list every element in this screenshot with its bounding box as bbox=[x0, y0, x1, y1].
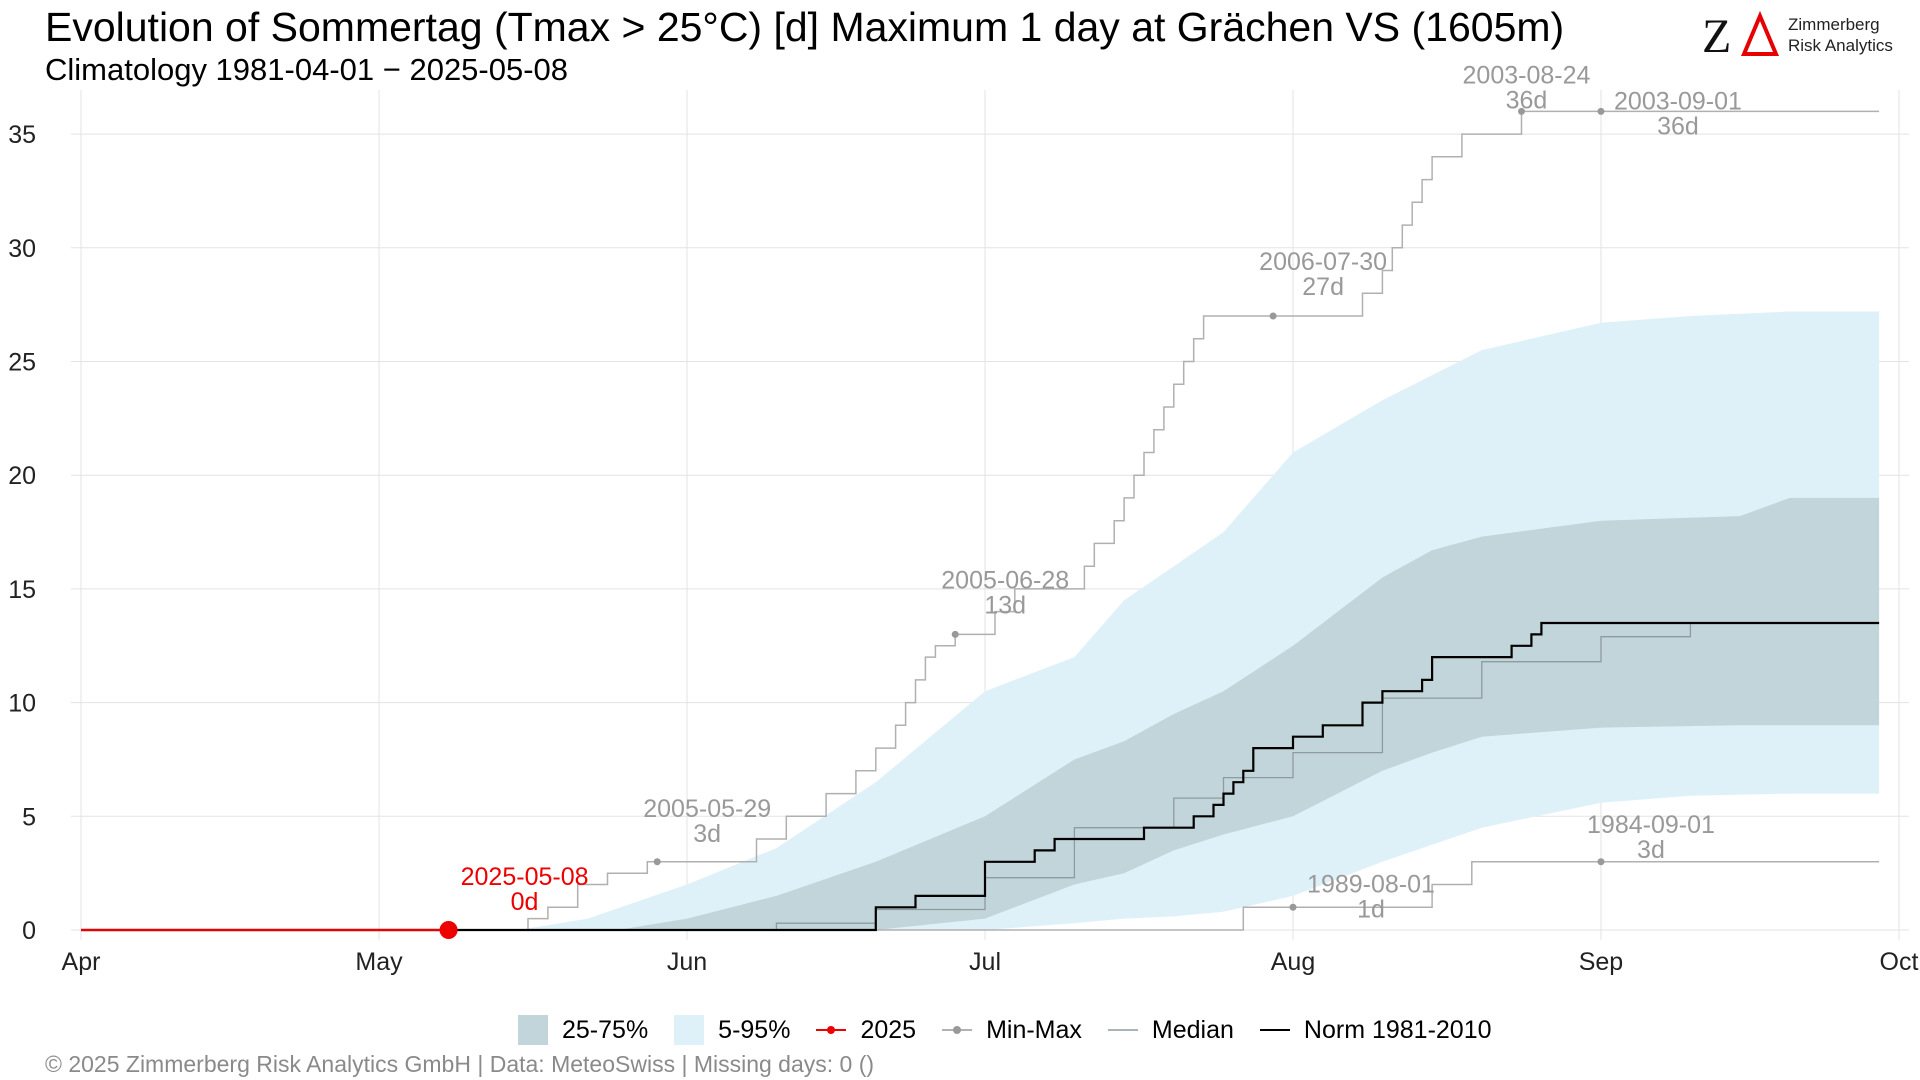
y-tick-label: 25 bbox=[8, 349, 36, 377]
legend-item-norm: Norm 1981-2010 bbox=[1259, 1015, 1492, 1045]
annotation-value: 3d bbox=[693, 820, 721, 848]
logo-delta-icon bbox=[1740, 10, 1780, 56]
legend-label-norm: Norm 1981-2010 bbox=[1303, 1015, 1492, 1044]
x-tick-label: May bbox=[355, 948, 403, 976]
band-25-75 bbox=[617, 497, 1880, 930]
chart-legend: 25-75% 5-95% 2025 Min-Max Median Norm 19… bbox=[518, 1013, 1518, 1047]
logo-mark-icon: Z bbox=[1702, 10, 1780, 60]
annotation-value: 13d bbox=[984, 591, 1026, 619]
annotation-value: 0d bbox=[511, 888, 539, 916]
y-tick-label: 20 bbox=[8, 462, 36, 490]
minmax-point bbox=[1597, 107, 1605, 115]
logo-line1: Zimmerberg bbox=[1788, 15, 1880, 34]
y-tick-label: 15 bbox=[8, 576, 36, 604]
current-2025-point bbox=[439, 921, 458, 939]
legend-key-25-75 bbox=[518, 1015, 548, 1045]
legend-label-median: Median bbox=[1151, 1015, 1234, 1044]
annotation-date: 2005-05-29 bbox=[643, 795, 771, 823]
norm-line bbox=[81, 621, 1880, 932]
y-tick-label: 35 bbox=[8, 121, 36, 149]
x-tick-label: Oct bbox=[1880, 948, 1919, 976]
minmax-max-line bbox=[81, 110, 1880, 931]
legend-label-2025: 2025 bbox=[860, 1015, 917, 1044]
x-tick-label: Aug bbox=[1271, 948, 1315, 976]
y-tick-label: 10 bbox=[8, 690, 36, 718]
minmax-point bbox=[1517, 107, 1525, 115]
legend-key-minmax-point bbox=[953, 1026, 962, 1034]
annotation-date: 2003-08-24 bbox=[1463, 61, 1591, 89]
annotation-date: 2006-07-30 bbox=[1259, 248, 1387, 276]
logo-mark-z: Z bbox=[1702, 10, 1731, 60]
minmax-point bbox=[653, 858, 661, 866]
legend-label-minmax: Min-Max bbox=[986, 1015, 1082, 1044]
annotation-value: 27d bbox=[1302, 273, 1344, 301]
legend-item-median: Median bbox=[1107, 1015, 1234, 1045]
legend-key-2025-point bbox=[827, 1026, 836, 1034]
y-tick-label: 30 bbox=[8, 235, 36, 263]
legend-item-25-75: 25-75% bbox=[518, 1015, 648, 1045]
x-tick-label: Jul bbox=[969, 948, 1001, 976]
annotation-date: 1984-09-01 bbox=[1587, 811, 1715, 839]
legend-label-5-95: 5-95% bbox=[718, 1015, 791, 1044]
annotation-date: 1989-08-01 bbox=[1307, 870, 1435, 898]
chart-title: Evolution of Sommertag (Tmax > 25°C) [d]… bbox=[45, 4, 1565, 50]
minmax-point bbox=[951, 630, 959, 638]
legend-key-5-95 bbox=[674, 1015, 705, 1045]
annotation-date: 2025-05-08 bbox=[461, 863, 589, 891]
legend-key-minmax bbox=[942, 1026, 973, 1034]
logo-line2: Risk Analytics bbox=[1788, 36, 1893, 55]
annotation-value: 3d bbox=[1637, 836, 1665, 864]
annotation-value: 36d bbox=[1506, 86, 1548, 114]
legend-item-2025: 2025 bbox=[816, 1015, 916, 1045]
logo-text: Zimmerberg Risk Analytics bbox=[1788, 14, 1893, 56]
legend-label-25-75: 25-75% bbox=[562, 1015, 649, 1044]
chart-plot: 0 5 10 15 20 25 30 35 Apr May Jun Jul Aug Sep Oct 2025-… bbox=[8, 61, 1919, 976]
legend-key-norm bbox=[1259, 1029, 1290, 1031]
legend-item-minmax: Min-Max bbox=[942, 1015, 1082, 1045]
annotation-value: 1d bbox=[1357, 895, 1385, 923]
company-logo: Z Zimmerberg Risk Analytics bbox=[1700, 10, 1910, 60]
legend-item-5-95: 5-95% bbox=[674, 1015, 790, 1045]
y-tick-label: 0 bbox=[22, 917, 36, 945]
annotation-date: 2005-06-28 bbox=[941, 566, 1069, 594]
legend-key-median bbox=[1107, 1029, 1138, 1031]
x-tick-label: Jun bbox=[667, 948, 707, 976]
x-tick-label: Apr bbox=[62, 948, 101, 976]
x-tick-label: Sep bbox=[1579, 948, 1623, 976]
minmax-point bbox=[1289, 903, 1297, 911]
minmax-min-line bbox=[81, 861, 1880, 931]
legend-key-2025 bbox=[816, 1026, 847, 1034]
y-tick-label: 5 bbox=[22, 803, 36, 831]
minmax-point bbox=[1597, 858, 1605, 866]
band-5-95 bbox=[518, 311, 1880, 930]
chart-subtitle: Climatology 1981-04-01 − 2025-05-08 bbox=[45, 52, 569, 87]
footer-credits: © 2025 Zimmerberg Risk Analytics GmbH | … bbox=[45, 1051, 875, 1077]
annotation-value: 36d bbox=[1657, 112, 1699, 140]
annotation-date: 2003-09-01 bbox=[1614, 87, 1742, 115]
minmax-point bbox=[1269, 312, 1277, 320]
